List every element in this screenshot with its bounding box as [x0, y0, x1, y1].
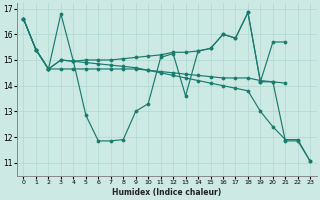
X-axis label: Humidex (Indice chaleur): Humidex (Indice chaleur): [112, 188, 221, 197]
